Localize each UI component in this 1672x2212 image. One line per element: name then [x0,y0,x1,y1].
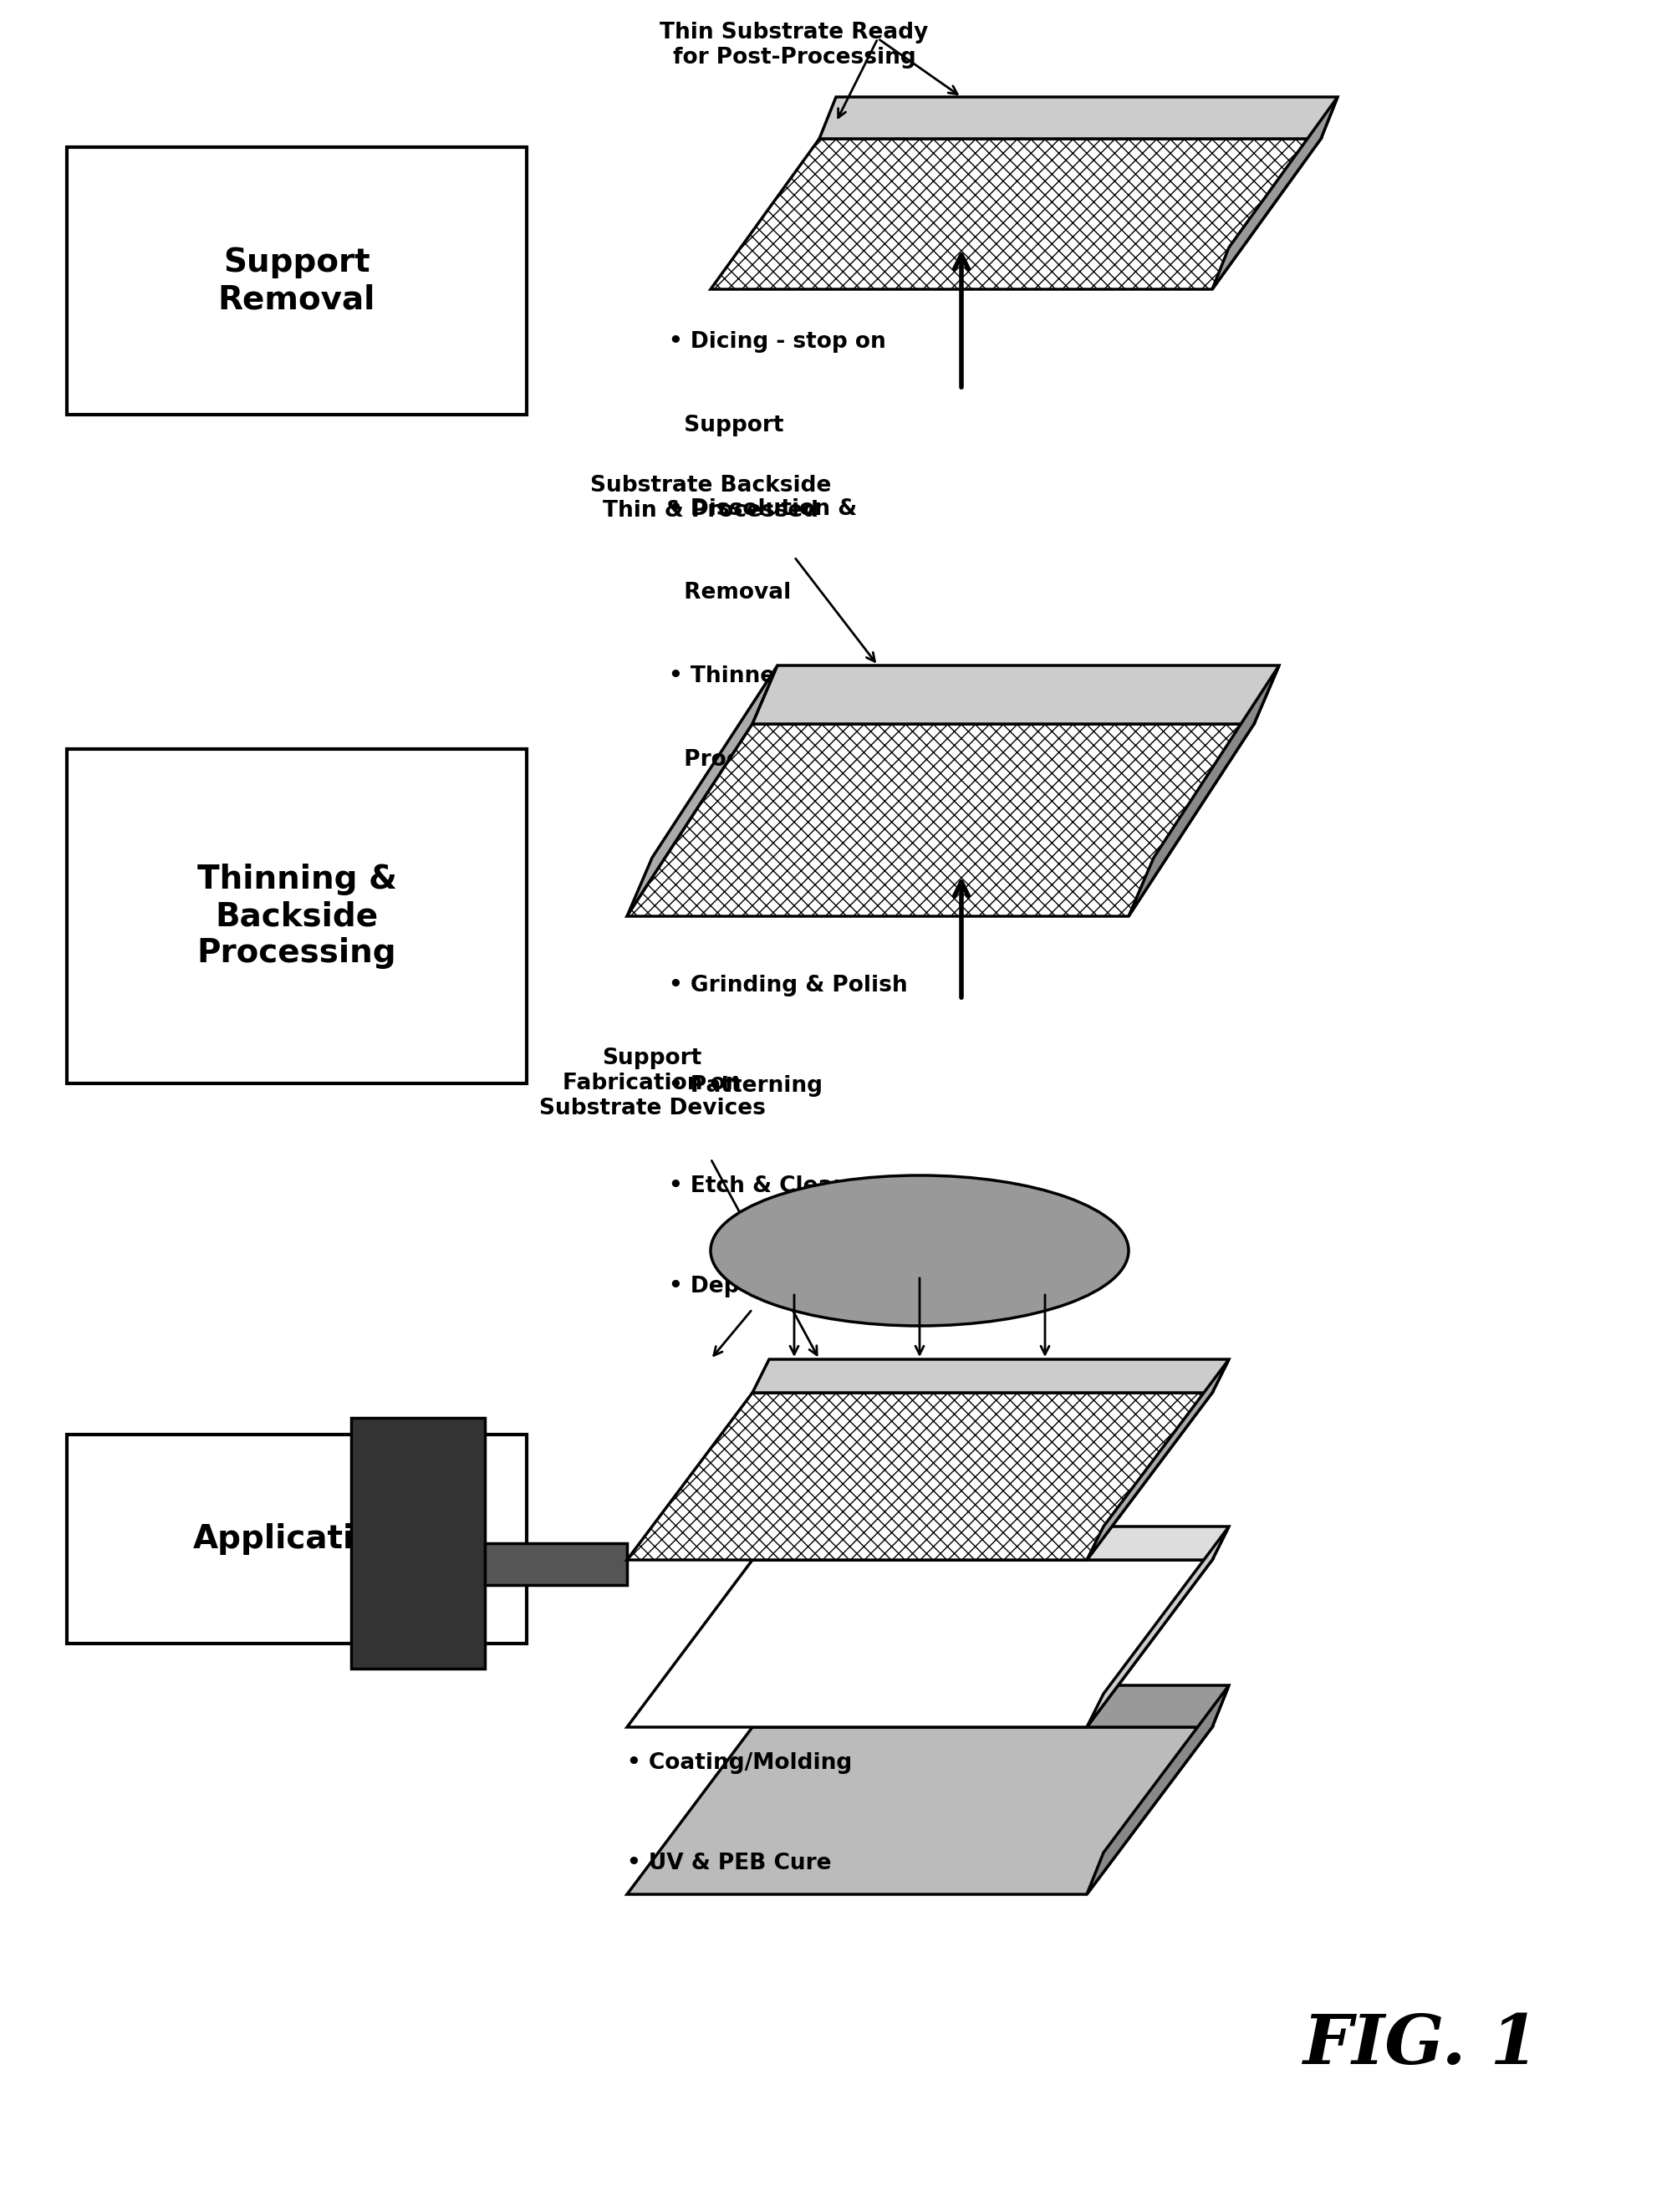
Text: FIG. 1: FIG. 1 [1302,2011,1540,2079]
Text: • Dissolution &: • Dissolution & [669,498,858,520]
Text: Thinning &
Backside
Processing: Thinning & Backside Processing [197,863,396,969]
FancyBboxPatch shape [67,148,527,414]
Polygon shape [1087,1526,1229,1728]
Text: • Patterning: • Patterning [669,1075,823,1097]
Text: Processed Substrate: Processed Substrate [669,750,941,770]
Text: Thin Substrate Ready
for Post-Processing: Thin Substrate Ready for Post-Processing [660,22,928,69]
Polygon shape [819,97,1338,139]
Polygon shape [627,1559,1212,1728]
FancyBboxPatch shape [67,1436,527,1644]
Text: Support
Fabrication on
Substrate Devices: Support Fabrication on Substrate Devices [538,1048,766,1119]
Polygon shape [711,139,1321,290]
Polygon shape [752,1686,1229,1728]
Polygon shape [627,666,777,916]
Ellipse shape [711,1175,1129,1325]
Polygon shape [1087,1686,1229,1893]
Polygon shape [351,1418,485,1668]
Polygon shape [1129,666,1279,916]
Text: Removal: Removal [669,582,791,604]
FancyBboxPatch shape [67,750,527,1084]
Polygon shape [627,1728,1212,1893]
Polygon shape [627,1394,1212,1559]
Text: • Dicing - stop on: • Dicing - stop on [669,332,886,352]
Polygon shape [627,723,1254,916]
Text: • Deposition: • Deposition [669,1276,824,1298]
Text: Application: Application [194,1524,400,1555]
Text: Support: Support [669,414,784,436]
Polygon shape [752,1360,1229,1394]
Text: Substrate Backside
Thin & Processed: Substrate Backside Thin & Processed [590,476,831,522]
Text: Support
Removal: Support Removal [217,246,376,314]
Polygon shape [485,1544,627,1586]
Text: • UV & PEB Cure: • UV & PEB Cure [627,1851,831,1874]
Text: • Thinned &: • Thinned & [669,666,818,688]
Text: • Coating/Molding: • Coating/Molding [627,1752,853,1774]
Polygon shape [752,1526,1229,1559]
Polygon shape [1212,97,1338,290]
Text: • Etch & Cleans: • Etch & Cleans [669,1175,861,1197]
Text: • Grinding & Polish: • Grinding & Polish [669,975,908,995]
Polygon shape [1087,1360,1229,1559]
Polygon shape [752,666,1279,723]
